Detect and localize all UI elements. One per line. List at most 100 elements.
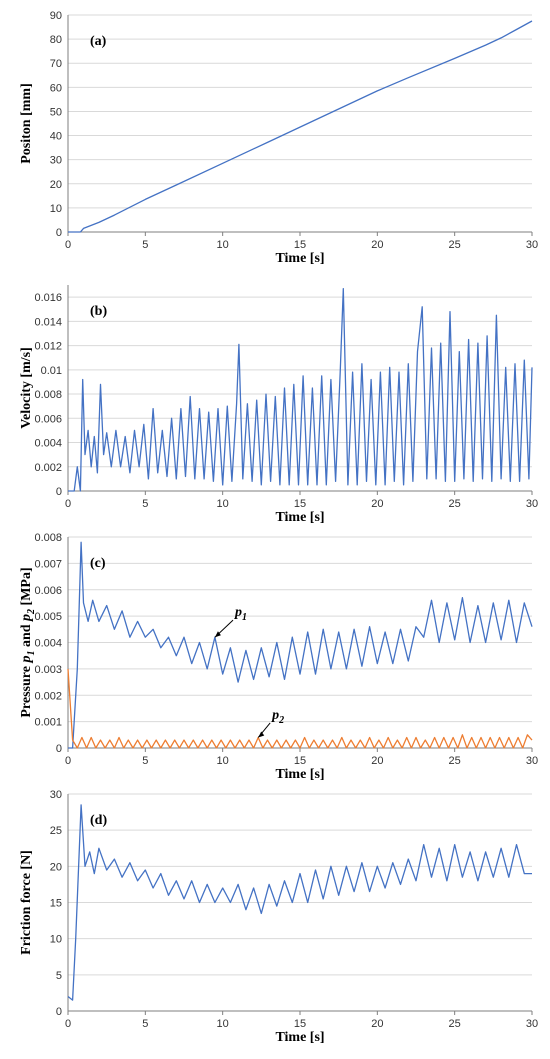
y-tick-label: 0.016 — [34, 292, 62, 304]
tick-labels: 0 0.002 0.004 0.006 0.008 0.01 0.012 0.014 0.016… — [34, 292, 538, 510]
y-tick-label: 0 — [56, 227, 62, 239]
x-tick-label: 10 — [217, 239, 229, 251]
x-tick-label: 0 — [65, 239, 71, 251]
y-axis-title-part: 1 — [26, 651, 37, 656]
y-tick-label: 0.005 — [34, 611, 62, 623]
x-tick-label: 5 — [142, 755, 148, 767]
y-tick-label: 60 — [50, 82, 62, 94]
x-tick-label: 10 — [217, 498, 229, 510]
y-tick-label: 10 — [50, 203, 62, 215]
y-tick-label: 20 — [50, 179, 62, 191]
y-axis-title-part: p — [19, 614, 34, 622]
y-tick-label: 0.012 — [34, 341, 62, 353]
x-tick-label: 15 — [294, 498, 306, 510]
y-tick-label: 0 — [56, 743, 62, 755]
annotation-label-p1: p1 — [234, 605, 247, 623]
x-tick-label: 30 — [526, 498, 538, 510]
panel-label: (b) — [90, 304, 107, 319]
y-axis-title-part: p — [19, 656, 34, 664]
y-axis-title: Friction force [N] — [19, 850, 34, 955]
y-tick-label: 0.001 — [34, 717, 62, 729]
series-group — [68, 20, 533, 233]
y-axis-title-part: Pressure — [19, 663, 34, 718]
y-axis-title: Pressure p1 and p2 [MPa] — [19, 567, 37, 717]
tick-labels: 0 5 10 15 20 25 30 0 5 10 15 20 25 30 — [50, 789, 538, 1030]
panel-label: (d) — [90, 813, 107, 828]
y-tick-label: 0.014 — [34, 316, 62, 328]
x-tick-label: 10 — [217, 755, 229, 767]
annotation-label-p2: p2 — [271, 708, 284, 726]
x-tick-label: 25 — [449, 239, 461, 251]
tick-labels: 0 10 20 30 40 50 60 70 80 90 0 5 10 15 20 25 30 — [50, 10, 538, 251]
y-tick-label: 0.002 — [34, 690, 62, 702]
x-tick-label: 10 — [217, 1018, 229, 1030]
x-axis-title: Time [s] — [275, 767, 324, 782]
axes — [67, 15, 533, 236]
x-tick-label: 30 — [526, 1018, 538, 1030]
y-tick-label: 20 — [50, 861, 62, 873]
axes — [67, 537, 533, 752]
y-tick-label: 0.008 — [34, 389, 62, 401]
chart-panel-b: 0 0.002 0.004 0.006 0.008 0.01 0.012 0.014 0.016… — [19, 285, 538, 525]
x-tick-label: 0 — [65, 1018, 71, 1030]
y-axis-title-part: 2 — [26, 609, 37, 615]
grid-lines — [68, 536, 532, 723]
y-tick-label: 0.008 — [34, 532, 62, 544]
y-tick-label: 0.002 — [34, 462, 62, 474]
chart-panel-d: 0 5 10 15 20 25 30 0 5 10 15 20 25 30 (d) Time [s] Fr… — [19, 789, 538, 1045]
tick-labels: 0 0.001 0.002 0.003 0.004 0.005 0.006 0.007 0.00… — [34, 532, 538, 767]
y-tick-label: 70 — [50, 58, 62, 70]
series-line-1 — [68, 20, 533, 233]
y-tick-label: 50 — [50, 106, 62, 118]
x-tick-label: 15 — [294, 755, 306, 767]
y-tick-label: 30 — [50, 789, 62, 801]
y-tick-label: 0.006 — [34, 413, 62, 425]
y-tick-label: 40 — [50, 131, 62, 143]
y-tick-label: 5 — [56, 970, 62, 982]
y-tick-label: 0 — [56, 486, 62, 498]
x-tick-label: 15 — [294, 1018, 306, 1030]
series-line-1 — [67, 804, 532, 1001]
x-tick-label: 25 — [449, 755, 461, 767]
x-tick-label: 20 — [371, 755, 383, 767]
y-tick-label: 90 — [50, 10, 62, 22]
series-line-2 — [67, 668, 533, 749]
x-tick-label: 0 — [65, 498, 71, 510]
x-tick-label: 5 — [142, 498, 148, 510]
panel-label: (a) — [90, 34, 107, 49]
x-tick-label: 15 — [294, 239, 306, 251]
y-tick-label: 0 — [56, 1006, 62, 1018]
y-tick-label: 15 — [50, 898, 62, 910]
y-axis-title: Positon [mm] — [19, 83, 34, 164]
series-group — [67, 541, 533, 749]
x-axis-title: Time [s] — [275, 1030, 324, 1045]
x-tick-label: 20 — [371, 498, 383, 510]
y-tick-label: 80 — [50, 34, 62, 46]
y-tick-label: 0.007 — [34, 558, 62, 570]
y-axis-title: Velocity [m/s] — [19, 347, 34, 429]
series-line-1 — [68, 541, 533, 749]
annotations: p1 p2 — [214, 605, 284, 738]
annotation-arrowhead — [214, 631, 221, 638]
y-tick-label: 25 — [50, 825, 62, 837]
y-axis-title-part: and — [19, 621, 34, 651]
x-tick-label: 5 — [142, 1018, 148, 1030]
series-group — [68, 287, 533, 492]
chart-panel-c: 0 0.001 0.002 0.003 0.004 0.005 0.006 0.007 0.00… — [19, 532, 538, 782]
series-group — [67, 804, 532, 1001]
x-tick-label: 30 — [526, 755, 538, 767]
y-tick-label: 0.004 — [34, 438, 62, 450]
series-line-1 — [68, 287, 533, 492]
x-tick-label: 25 — [449, 1018, 461, 1030]
annotation-arrowhead — [258, 731, 265, 738]
x-tick-label: 20 — [371, 239, 383, 251]
grid-lines — [68, 296, 532, 468]
x-axis-title: Time [s] — [275, 510, 324, 525]
chart-panel-a: 0 10 20 30 40 50 60 70 80 90 0 5 10 15 20 25 30 (a) Time… — [19, 10, 538, 266]
y-tick-label: 30 — [50, 155, 62, 167]
x-tick-label: 5 — [142, 239, 148, 251]
axes — [67, 794, 533, 1015]
y-tick-label: 0.01 — [41, 365, 62, 377]
x-tick-label: 20 — [371, 1018, 383, 1030]
y-tick-label: 0.006 — [34, 585, 62, 597]
